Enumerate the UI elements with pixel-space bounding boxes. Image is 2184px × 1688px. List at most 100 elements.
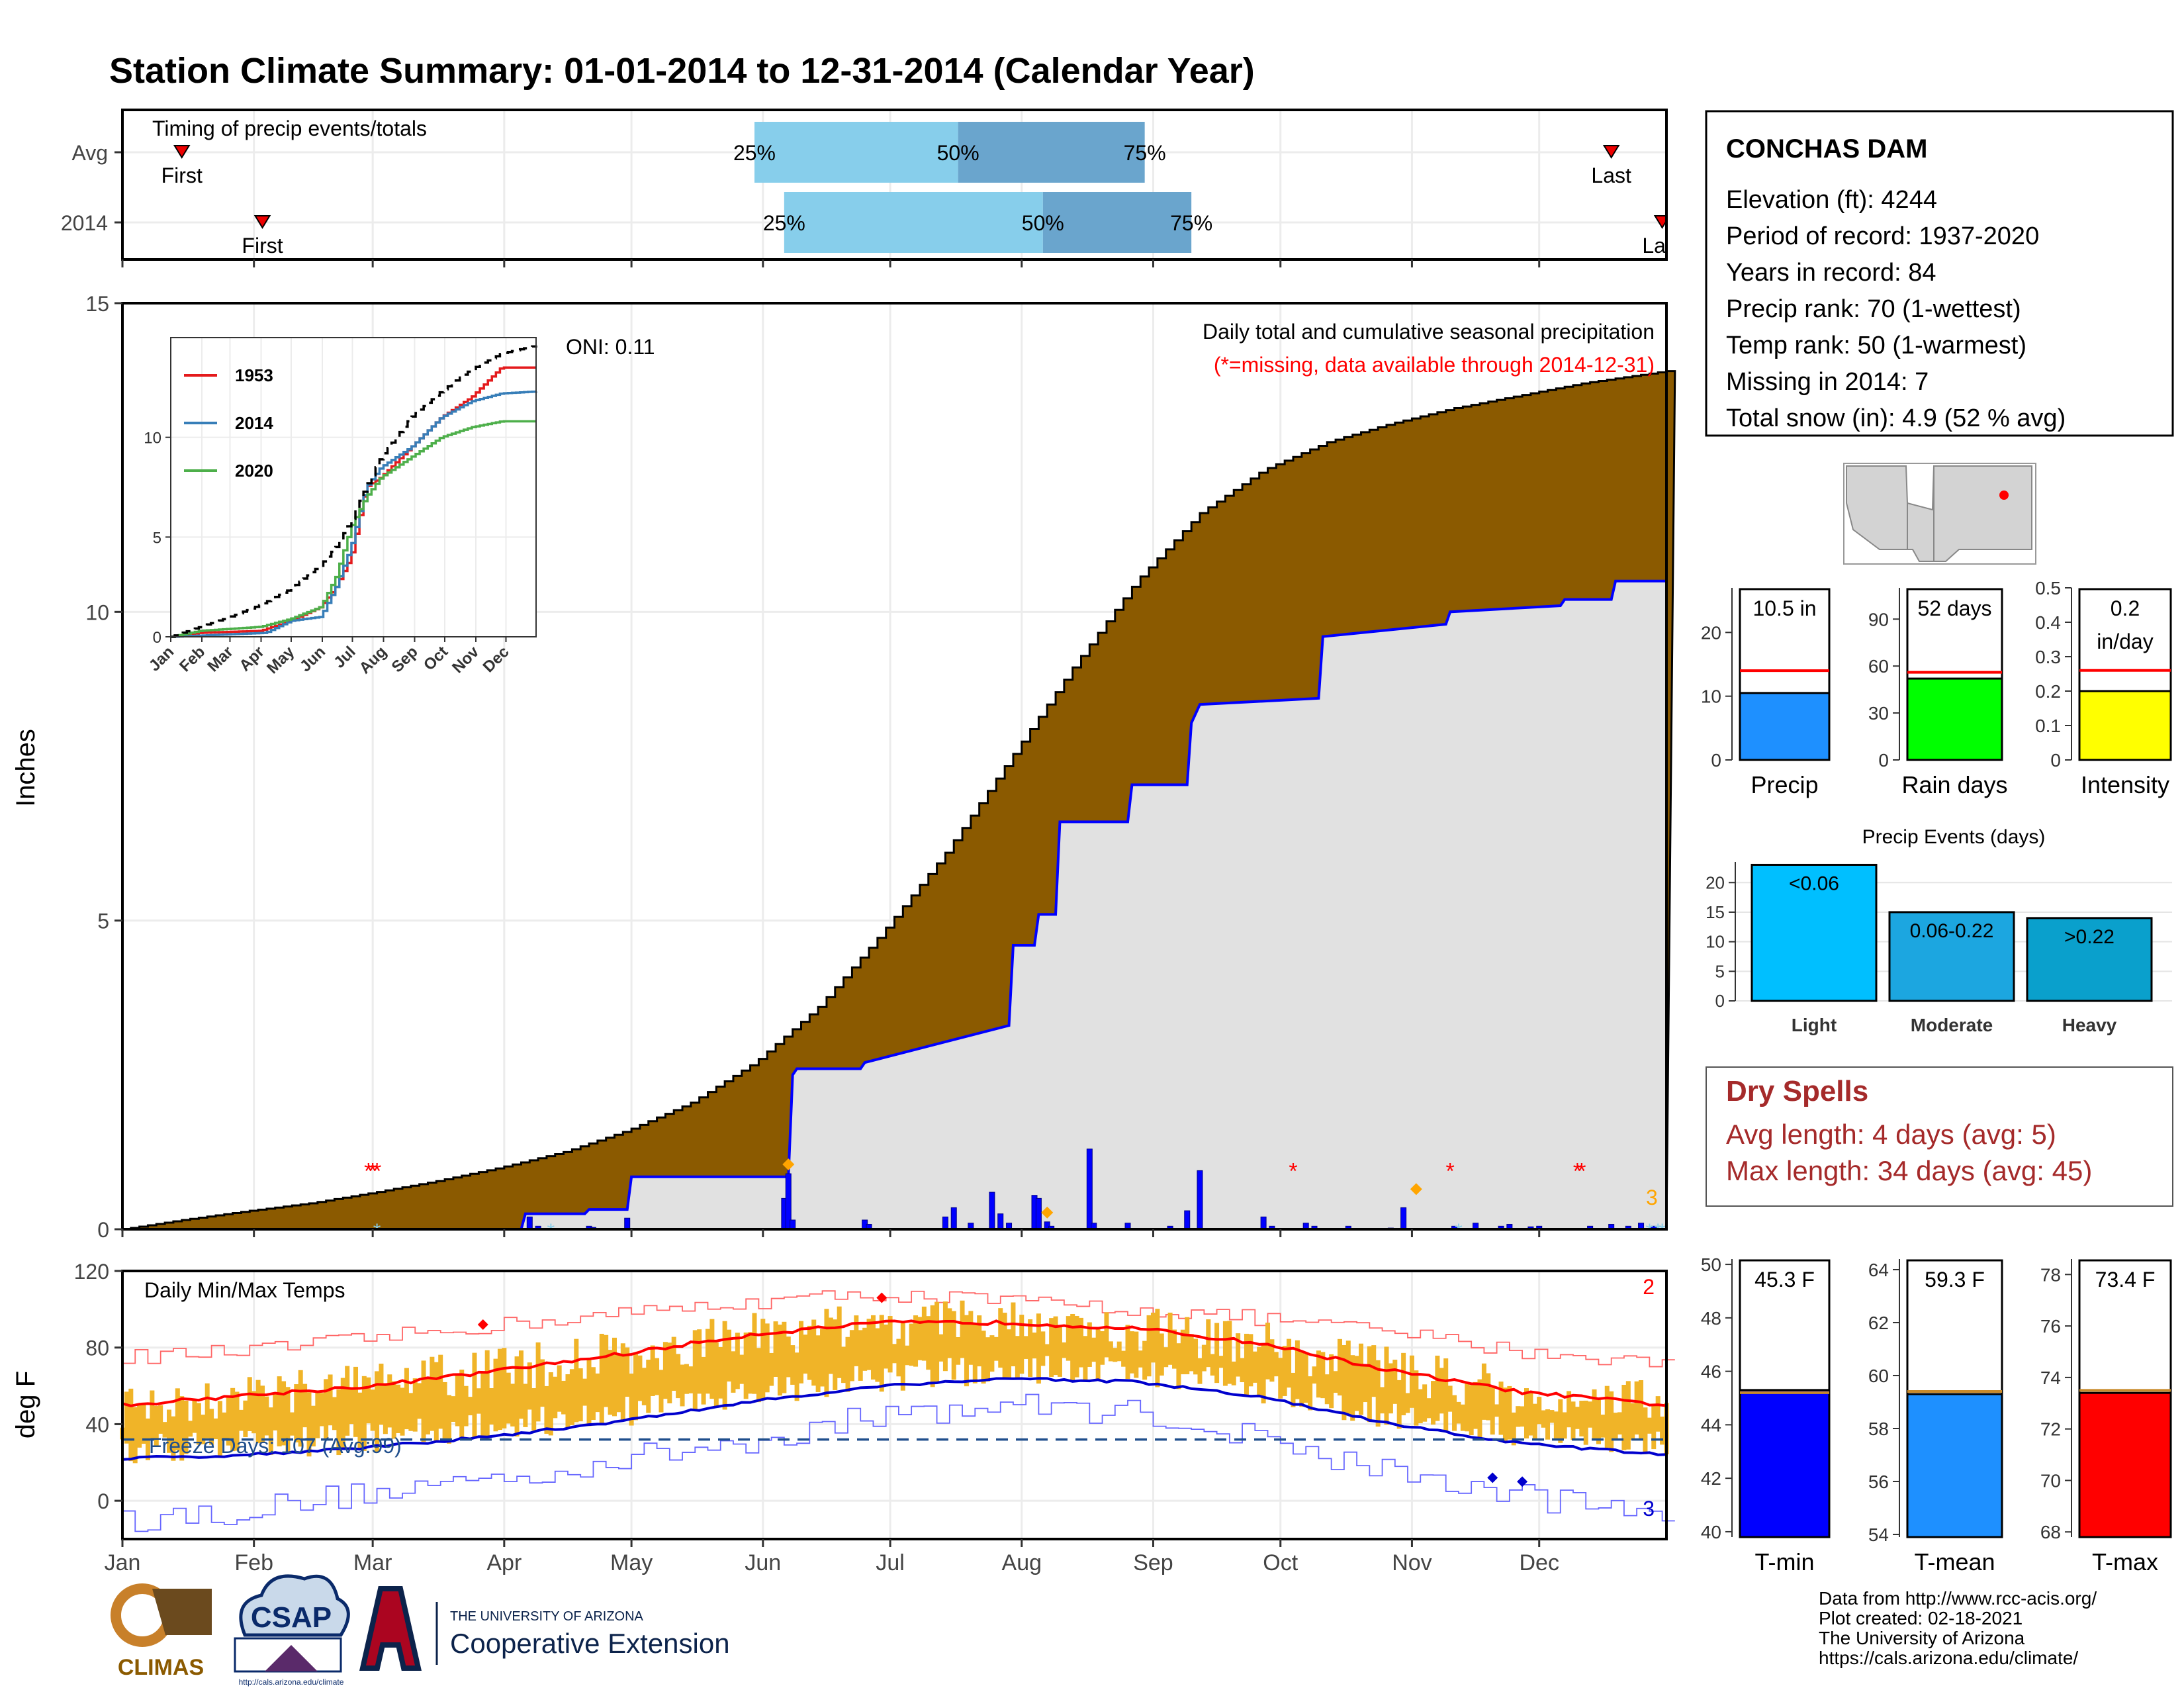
month-label: Mar xyxy=(353,1550,392,1575)
daily-temp-bar xyxy=(1363,1364,1368,1403)
daily-temp-bar xyxy=(764,1323,770,1393)
daily-temp-bar xyxy=(137,1405,142,1448)
daily-temp-bar xyxy=(803,1335,808,1374)
daily-temp-bar xyxy=(502,1348,507,1429)
value-bar xyxy=(2078,690,2172,761)
daily-temp-bar xyxy=(735,1333,740,1389)
csap-logo: CSAP http://cals.arizona.edu/climate xyxy=(234,1574,350,1687)
missing-marker: * xyxy=(373,1158,381,1184)
daily-precip-bar xyxy=(790,1219,796,1230)
daily-temp-bar xyxy=(1108,1341,1113,1362)
daily-temp-bar xyxy=(1371,1345,1377,1397)
daily-temp-bar xyxy=(188,1421,193,1437)
daily-temp-bar xyxy=(1295,1340,1300,1399)
daily-precip-bar xyxy=(1197,1170,1203,1230)
daily-temp-bar xyxy=(1273,1352,1279,1377)
daily-temp-bar xyxy=(1104,1312,1109,1358)
snow-marker: * xyxy=(547,1220,555,1242)
daily-temp-bar xyxy=(968,1311,974,1365)
daily-temp-bar xyxy=(960,1300,965,1358)
daily-temps-chart: 0 40 80 120 deg F Daily Min/Max Temps Freeze D… xyxy=(11,1260,1675,1547)
daily-temp-bar xyxy=(523,1383,528,1427)
daily-temp-bar xyxy=(1116,1341,1122,1362)
daily-temp-bar xyxy=(1528,1392,1533,1436)
y-tick-label: 5 xyxy=(1715,961,1725,981)
rain-days-summary-chart: 0 30 60 90 52 days Rain days xyxy=(1868,588,2008,798)
daily-temp-bar xyxy=(892,1344,897,1364)
daily-temp-bar xyxy=(1023,1336,1028,1359)
daily-temp-bar xyxy=(1231,1361,1236,1385)
quartile-label: 50% xyxy=(1022,211,1064,235)
daily-temp-bar xyxy=(1567,1391,1572,1428)
daily-temp-bar xyxy=(1502,1387,1508,1443)
quartile-bar-25-50 xyxy=(784,192,1043,253)
daily-temp-bar xyxy=(1579,1401,1584,1436)
daily-temp-bar xyxy=(336,1389,341,1456)
daily-precip-bar xyxy=(1086,1149,1093,1230)
daily-temp-bar xyxy=(833,1319,838,1390)
daily-temp-bar xyxy=(1549,1410,1555,1423)
daily-temp-bar xyxy=(255,1380,261,1444)
daily-temp-bar xyxy=(1079,1317,1084,1368)
daily-temp-bar xyxy=(1252,1351,1257,1383)
value-label: 52 days xyxy=(1917,596,1991,620)
daily-temp-bar xyxy=(1324,1374,1330,1405)
event-bar-label: 0.06-0.22 xyxy=(1910,920,1994,942)
daily-temp-bar xyxy=(349,1387,354,1425)
daily-temp-bar xyxy=(370,1389,375,1431)
daily-temp-bar xyxy=(866,1319,872,1370)
daily-temp-bar xyxy=(1002,1313,1007,1379)
y-tick-label: 10 xyxy=(85,600,109,624)
footer-credits: Data from http://www.rcc-acis.org/ Plot … xyxy=(1819,1588,2097,1668)
daily-temp-bar xyxy=(1392,1360,1398,1404)
y-tick-label: 10 xyxy=(144,430,161,447)
daily-temp-bar xyxy=(1465,1383,1470,1432)
daily-temp-bar xyxy=(1600,1415,1606,1438)
daily-temp-bar xyxy=(497,1348,502,1430)
credit-line: Data from http://www.rcc-acis.org/ xyxy=(1819,1588,2097,1609)
daily-temp-bar xyxy=(989,1335,995,1372)
daily-temp-bar xyxy=(463,1385,469,1427)
chart-header: Daily total and cumulative seasonal prec… xyxy=(1203,320,1655,344)
snow-marker: * xyxy=(1659,1220,1666,1242)
panel-frame xyxy=(121,302,1668,1231)
category-label: Precip xyxy=(1751,771,1818,798)
month-label: May xyxy=(610,1550,653,1575)
daily-temp-bar xyxy=(1342,1344,1347,1421)
daily-temp-bar xyxy=(608,1350,613,1415)
daily-temp-bar xyxy=(684,1364,689,1394)
daily-temp-bar xyxy=(425,1378,430,1434)
climas-logo: CLIMAS xyxy=(111,1582,212,1680)
daily-temp-bar xyxy=(578,1368,583,1422)
daily-temp-bar xyxy=(713,1342,719,1408)
daily-temp-bar xyxy=(824,1309,829,1397)
daily-temp-bar xyxy=(934,1301,940,1383)
daily-temp-bar xyxy=(1481,1363,1486,1420)
daily-temp-bar xyxy=(671,1336,676,1391)
daily-temp-bar xyxy=(1494,1404,1500,1417)
daily-temp-bar xyxy=(1617,1412,1622,1435)
daily-temp-bar xyxy=(1541,1410,1546,1428)
daily-temp-bar xyxy=(1159,1333,1164,1376)
daily-temp-bar xyxy=(777,1325,782,1396)
y-tick-label: 5 xyxy=(97,910,109,933)
daily-temp-bar xyxy=(697,1329,702,1394)
daily-temp-bar xyxy=(379,1364,384,1425)
month-label: Jan xyxy=(105,1550,141,1575)
daily-temp-bar xyxy=(820,1329,825,1387)
daily-temp-bar xyxy=(884,1324,889,1369)
category-label: T-max xyxy=(2092,1548,2158,1575)
y-tick-label: 120 xyxy=(74,1260,109,1284)
station-line: Total snow (in): 4.9 (52 % avg) xyxy=(1726,404,2066,432)
daily-temp-bar xyxy=(985,1337,991,1382)
daily-temp-bar xyxy=(705,1329,710,1394)
tmax-summary-chart: 68 70 72 74 76 78 73.4 F T-max xyxy=(2040,1259,2172,1575)
daily-temp-bar xyxy=(807,1325,812,1380)
station-line: Temp rank: 50 (1-warmest) xyxy=(1726,332,2026,359)
y-tick-label: 80 xyxy=(85,1336,109,1360)
y-tick-label: 5 xyxy=(153,529,161,547)
legend-label: 2014 xyxy=(235,413,273,433)
daily-temp-bar xyxy=(247,1377,252,1431)
y-axis-label: deg F xyxy=(11,1371,40,1438)
daily-temp-bar xyxy=(234,1391,240,1451)
